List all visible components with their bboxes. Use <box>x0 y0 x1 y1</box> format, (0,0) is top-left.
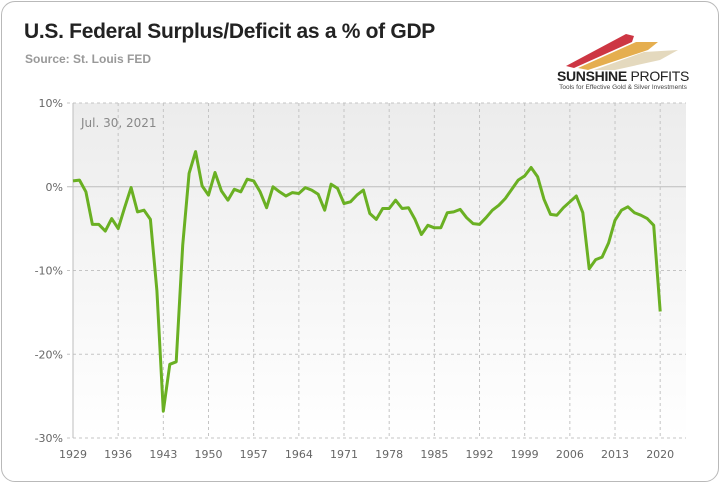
y-tick-label: -20% <box>35 348 63 361</box>
y-tick-label: 0% <box>46 181 63 194</box>
x-tick-label: 1950 <box>195 448 223 461</box>
x-tick-label: 2013 <box>601 448 629 461</box>
x-tick-label: 1964 <box>285 448 313 461</box>
sunshine-profits-logo: SUNSHINE PROFITS Tools for Effective Gol… <box>548 26 708 96</box>
x-tick-label: 2020 <box>646 448 674 461</box>
x-tick-label: 1943 <box>149 448 177 461</box>
series-line <box>72 150 662 413</box>
y-tick-label: -30% <box>35 432 63 445</box>
logo-rays-icon <box>566 34 678 72</box>
x-tick-label: 1936 <box>104 448 132 461</box>
date-annotation: Jul. 30, 2021 <box>80 116 157 130</box>
x-tick-label: 1971 <box>330 448 358 461</box>
y-tick-label: 10% <box>39 97 63 110</box>
y-axis: 10% 0% -10% -20% -30% <box>35 97 63 445</box>
x-axis: 1929 1936 1943 1950 1957 1964 1971 1978 1985 1992… <box>59 448 674 461</box>
x-tick-label: 1992 <box>466 448 494 461</box>
x-tick-label: 1985 <box>420 448 448 461</box>
x-tick-label: 1978 <box>375 448 403 461</box>
x-tick-label: 1999 <box>511 448 539 461</box>
y-tick-label: -10% <box>35 265 63 278</box>
chart-subtitle: Source: St. Louis FED <box>25 52 152 66</box>
data-points <box>72 151 661 412</box>
x-tick-label: 1957 <box>240 448 268 461</box>
x-tick-label: 2006 <box>556 448 584 461</box>
grid <box>67 102 686 439</box>
logo-name: SUNSHINE PROFITS <box>556 68 690 84</box>
chart-title: U.S. Federal Surplus/Deficit as a % of G… <box>24 20 436 43</box>
x-tick-label: 1929 <box>59 448 87 461</box>
logo-tagline: Tools for Effective Gold & Silver Invest… <box>559 84 687 91</box>
